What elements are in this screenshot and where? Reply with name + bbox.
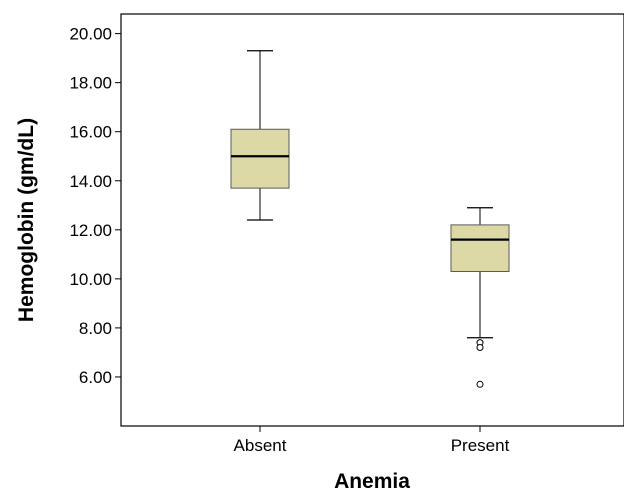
y-tick-label: 14.00	[69, 172, 112, 191]
outlier-point	[476, 380, 484, 388]
plot-area	[120, 13, 624, 427]
y-tick-label: 10.00	[69, 270, 112, 289]
iqr-box	[450, 224, 510, 272]
x-axis: Absent Present	[234, 426, 510, 455]
y-axis-title: Hemoglobin (gm/dL)	[15, 118, 38, 322]
box-present	[450, 207, 510, 388]
y-tick-label: 16.00	[69, 123, 112, 142]
x-tick-label: Present	[451, 436, 510, 455]
x-axis-title: Anemia	[334, 470, 410, 493]
outlier-point	[476, 344, 484, 352]
box-absent	[230, 50, 290, 221]
x-tick-label: Absent	[234, 436, 287, 455]
y-tick-label: 6.00	[79, 368, 112, 387]
y-axis: 6.00 8.00 10.00 12.00 14.00 16.00 18.00 20.00	[69, 25, 121, 387]
y-tick-label: 8.00	[79, 319, 112, 338]
y-tick-label: 20.00	[69, 25, 112, 44]
y-tick-label: 18.00	[69, 74, 112, 93]
iqr-box	[230, 128, 290, 189]
y-tick-label: 12.00	[69, 221, 112, 240]
boxes	[230, 50, 510, 388]
